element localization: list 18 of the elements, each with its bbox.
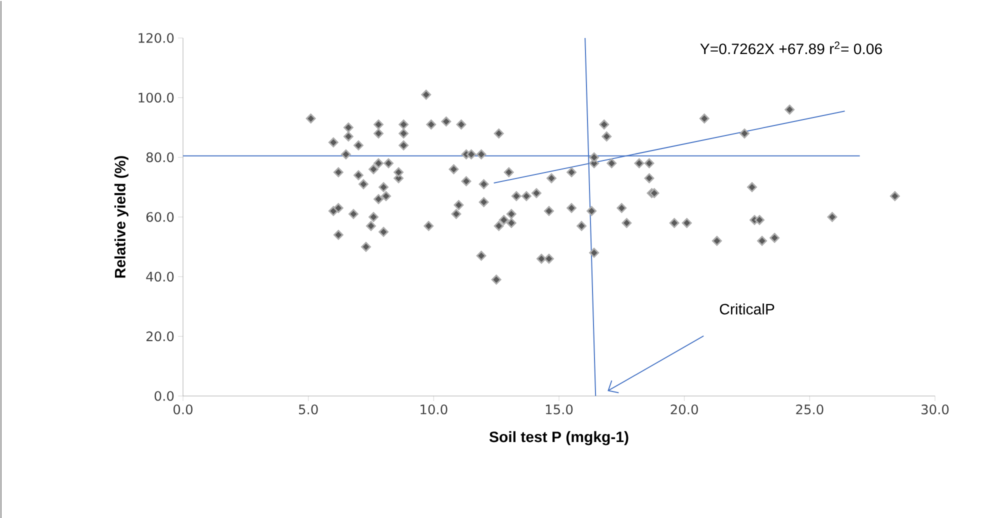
x-tick-label: 25.0 — [796, 404, 824, 414]
x-axis-title: Soil test P (mgkg-1) — [489, 431, 628, 446]
annotation: CriticalP — [720, 303, 774, 314]
y-tick-label: 0.0 — [154, 391, 174, 401]
y-tick-label: 120.0 — [138, 33, 174, 43]
x-tick-label: 10.0 — [420, 404, 448, 414]
y-tick-label: 40.0 — [146, 272, 174, 282]
y-axis-title: Relative yield (%) — [114, 156, 128, 278]
y-tick-label: 60.0 — [146, 212, 174, 222]
x-tick-label: 5.0 — [299, 404, 318, 414]
x-tick-label: 20.0 — [670, 404, 698, 414]
x-tick-label: 0.0 — [174, 404, 192, 414]
annotation: Y=0.7262X +67.89 r$^{2}$= 0.06 — [700, 42, 882, 54]
x-tick-label: 15.0 — [546, 404, 573, 414]
y-tick-label: 100.0 — [138, 92, 174, 103]
x-tick-label: 30.0 — [922, 404, 949, 414]
y-tick-label: 20.0 — [146, 331, 174, 342]
y-tick-label: 80.0 — [146, 152, 174, 162]
